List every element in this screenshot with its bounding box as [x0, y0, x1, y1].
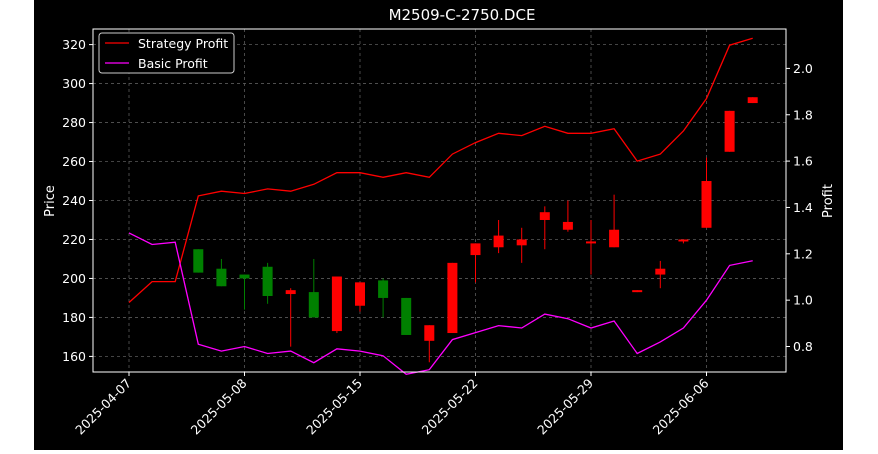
- candle-body: [331, 276, 342, 332]
- candle-body: [493, 235, 504, 248]
- candle-body: [724, 110, 735, 152]
- candle-body: [193, 249, 204, 273]
- y-right-tick-label: 1.0: [793, 293, 813, 308]
- y-tick-label: 200: [62, 271, 86, 286]
- x-tick-label: 2025-05-22: [419, 376, 481, 438]
- y-axis-label: Price: [43, 185, 58, 217]
- candle-body: [262, 266, 273, 296]
- y-right-tick-label: 1.6: [793, 154, 813, 169]
- candle-body: [678, 239, 689, 242]
- candle-body: [239, 274, 250, 279]
- x-tick-label: 2025-05-08: [188, 375, 250, 437]
- legend-box: [98, 32, 235, 74]
- candle-body: [355, 282, 365, 306]
- y-tick-label: 240: [62, 193, 86, 208]
- chart-svg: M2509-C-2750.DCE 160 180 200 220 240 260 280 30…: [43, 6, 836, 437]
- x-tick-label: 2025-06-06: [650, 375, 712, 437]
- candle-body: [701, 181, 712, 228]
- y-tick-label: 320: [62, 37, 86, 52]
- candle-body: [609, 229, 620, 248]
- y-tick-label: 300: [62, 76, 86, 91]
- y-right-tick-label: 0.8: [793, 339, 813, 354]
- candle-body: [447, 262, 458, 334]
- y-tick-label: 260: [62, 154, 86, 169]
- candle-body: [470, 243, 481, 256]
- x-tick-label: 2025-05-29: [534, 375, 596, 437]
- candle-body: [285, 290, 296, 295]
- y-tick-label: 220: [62, 232, 86, 247]
- candle-body: [747, 97, 758, 104]
- candle-body: [655, 268, 666, 275]
- candle-body: [562, 221, 573, 230]
- candle-body: [424, 325, 435, 341]
- candle-body: [632, 290, 643, 293]
- y-tick-label: 280: [62, 115, 86, 130]
- left-axis: 160 180 200 220 240 260 280 300 320: [62, 37, 93, 364]
- chart-figure: M2509-C-2750.DCE 160 180 200 220 240 260 280 30…: [34, 0, 843, 450]
- x-tick-label: 2025-05-15: [303, 376, 365, 438]
- candle-body: [378, 280, 389, 298]
- legend-label-basic: Basic Profit: [138, 56, 208, 71]
- candle-body: [516, 239, 527, 246]
- candle-body: [308, 292, 319, 318]
- y-right-tick-label: 1.8: [793, 107, 813, 122]
- y-tick-label: 180: [62, 310, 86, 325]
- candle-body: [586, 241, 596, 244]
- y-axis-right-label: Profit: [821, 184, 836, 218]
- y-right-tick-label: 1.2: [793, 246, 813, 261]
- y-tick-label: 160: [62, 349, 86, 364]
- y-right-tick-label: 1.4: [793, 200, 813, 215]
- candle-body: [216, 268, 227, 287]
- x-tick-label: 2025-04-07: [72, 376, 134, 438]
- legend: Strategy Profit Basic Profit: [98, 32, 235, 74]
- basic-profit-line: [128, 232, 753, 375]
- chart-title: M2509-C-2750.DCE: [389, 6, 536, 24]
- candlesticks: [193, 97, 758, 363]
- legend-label-strategy: Strategy Profit: [138, 36, 228, 51]
- y-right-tick-label: 2.0: [793, 61, 813, 76]
- candle-body: [539, 212, 550, 220]
- candle-body: [401, 297, 412, 335]
- profit-lines: [128, 37, 753, 375]
- x-axis: 2025-04-07 2025-05-08 2025-05-15 2025-05-22…: [72, 372, 712, 437]
- strategy-profit-line: [128, 37, 753, 303]
- right-axis: 0.8 1.0 1.2 1.4 1.6 1.8 2.0: [786, 61, 813, 354]
